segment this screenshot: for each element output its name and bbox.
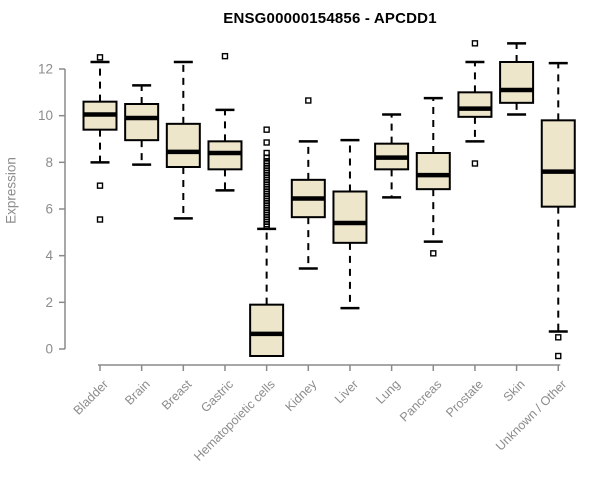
outlier-point-bladder [96, 54, 104, 61]
box-hematopoietic-cells [249, 303, 285, 357]
outlier-point-hematopoietic-cells [263, 154, 270, 161]
outlier-point-pancreas [430, 250, 437, 257]
outlier-point-bladder [96, 182, 104, 189]
x-tick-label-bladder: Bladder [71, 377, 111, 417]
y-tick-label: 12 [38, 62, 53, 77]
x-tick-label-brain: Brain [122, 377, 153, 408]
box-skin [499, 61, 535, 104]
x-tick-label-breast: Breast [159, 377, 195, 413]
x-tick-label-unknown-other: Unknown / Other [493, 377, 569, 453]
x-tick-label-kidney: Kidney [282, 377, 319, 414]
x-tick-label-gastric: Gastric [198, 377, 236, 415]
outlier-point-unknown-other [555, 334, 562, 341]
outlier-point-hematopoietic-cells [263, 126, 270, 133]
y-tick-label: 8 [45, 155, 53, 170]
outlier-point-unknown-other [555, 352, 562, 360]
x-tick-label-prostate: Prostate [443, 377, 486, 420]
y-tick-label: 6 [45, 202, 53, 217]
y-tick-label: 0 [45, 342, 53, 357]
outlier-point-kidney [305, 97, 312, 104]
chart-title: ENSG00000154856 - APCDD1 [223, 10, 437, 27]
box-gastric [207, 140, 243, 171]
box-prostate [457, 91, 493, 118]
x-tick-label-pancreas: Pancreas [397, 377, 444, 424]
box-pancreas [415, 152, 451, 191]
y-tick-label: 4 [45, 248, 53, 263]
box-liver [332, 190, 368, 244]
y-tick-label: 2 [45, 295, 53, 310]
outlier-point-hematopoietic-cells [263, 223, 270, 230]
outlier-point-hematopoietic-cells [263, 139, 270, 146]
outlier-point-prostate [471, 160, 479, 167]
box-unknown-other [540, 119, 576, 208]
outlier-point-prostate [471, 40, 479, 47]
outlier-point-bladder [96, 216, 104, 223]
x-tick-label-liver: Liver [332, 377, 361, 406]
box-brain [124, 103, 160, 142]
y-tick-label: 10 [38, 108, 53, 123]
x-tick-label-lung: Lung [373, 377, 403, 407]
box-breast [165, 122, 201, 169]
x-tick-label-hematopoietic-cells: Hematopoietic cells [191, 377, 278, 464]
outlier-point-gastric [221, 52, 229, 60]
x-tick-label-skin: Skin [501, 377, 528, 404]
